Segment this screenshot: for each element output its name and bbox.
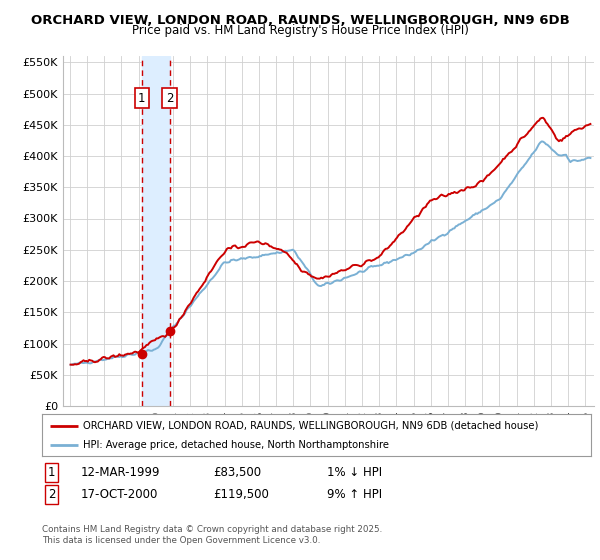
Text: This data is licensed under the Open Government Licence v3.0.: This data is licensed under the Open Gov… xyxy=(42,536,320,545)
Text: 12-MAR-1999: 12-MAR-1999 xyxy=(81,466,161,479)
Text: 17-OCT-2000: 17-OCT-2000 xyxy=(81,488,158,501)
Text: 2: 2 xyxy=(166,91,173,105)
Text: 9% ↑ HPI: 9% ↑ HPI xyxy=(327,488,382,501)
Text: 1: 1 xyxy=(138,91,146,105)
Text: HPI: Average price, detached house, North Northamptonshire: HPI: Average price, detached house, Nort… xyxy=(83,440,389,450)
Text: Contains HM Land Registry data © Crown copyright and database right 2025.: Contains HM Land Registry data © Crown c… xyxy=(42,525,382,534)
Text: 1% ↓ HPI: 1% ↓ HPI xyxy=(327,466,382,479)
Text: ORCHARD VIEW, LONDON ROAD, RAUNDS, WELLINGBOROUGH, NN9 6DB (detached house): ORCHARD VIEW, LONDON ROAD, RAUNDS, WELLI… xyxy=(83,421,539,431)
Bar xyxy=(142,56,170,406)
Text: £119,500: £119,500 xyxy=(213,488,269,501)
Text: 2: 2 xyxy=(48,488,56,501)
Text: Price paid vs. HM Land Registry's House Price Index (HPI): Price paid vs. HM Land Registry's House … xyxy=(131,24,469,37)
Text: ORCHARD VIEW, LONDON ROAD, RAUNDS, WELLINGBOROUGH, NN9 6DB: ORCHARD VIEW, LONDON ROAD, RAUNDS, WELLI… xyxy=(31,14,569,27)
Text: £83,500: £83,500 xyxy=(213,466,261,479)
Text: 1: 1 xyxy=(48,466,56,479)
